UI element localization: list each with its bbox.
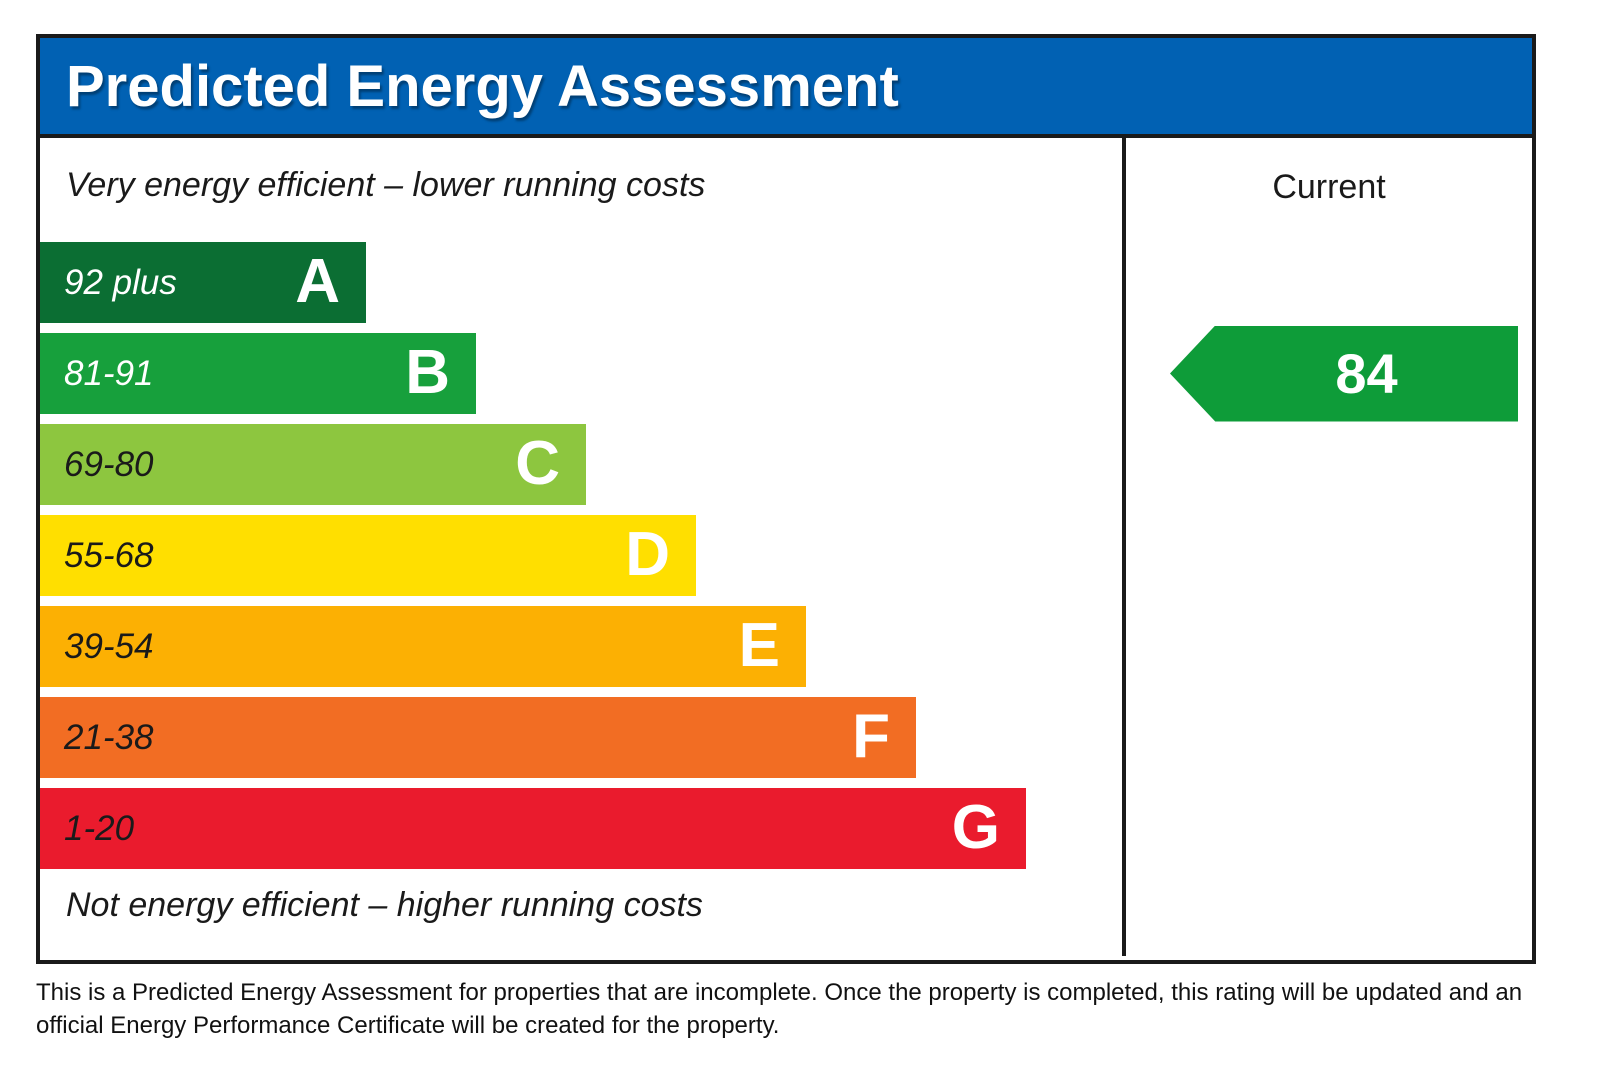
energy-assessment-certificate: Predicted Energy Assessment Very energy … [36,34,1536,964]
current-rating-arrow: 84 [1170,325,1518,422]
band-row-d: 55-68 D [40,515,696,596]
band-row-a: 92 plus A [40,242,366,323]
band-letter: G [951,792,1000,862]
footer-line-2: official Energy Performance Certificate … [36,1012,780,1039]
band-range-label: 69-80 [64,444,154,484]
band-letter: F [852,701,890,771]
band-range-label: 55-68 [64,535,154,575]
bottom-caption: Not energy efficient – higher running co… [66,886,703,924]
band-letter: B [405,337,450,407]
band-range-label: 1-20 [64,808,135,848]
band-row-e: 39-54 E [40,606,806,687]
band-range-label: 21-38 [64,717,154,757]
top-caption: Very energy efficient – lower running co… [66,166,706,204]
footer-line-1: This is a Predicted Energy Assessment fo… [36,979,1523,1006]
band-letter: A [295,246,340,316]
page-title: Predicted Energy Assessment [66,53,899,119]
current-rating-panel: Current 84 [1122,138,1532,956]
band-letter: D [625,519,670,589]
band-row-b: 81-91 B [40,333,476,414]
current-rating-value: 84 [1335,342,1398,405]
certificate-header: Predicted Energy Assessment [40,38,1532,138]
band-row-c: 69-80 C [40,424,586,505]
band-range-label: 39-54 [64,626,154,666]
band-row-f: 21-38 F [40,697,916,778]
band-letter: E [738,610,780,680]
certificate-body: Very energy efficient – lower running co… [40,138,1532,956]
band-row-g: 1-20 G [40,788,1026,869]
band-range-label: 81-91 [64,353,154,393]
rating-bands: 92 plus A 81-91 B 69-80 C 55-68 D 39-54 E 21-38 F 1-… [40,242,1122,879]
band-range-label: 92 plus [64,262,177,302]
footer-note: This is a Predicted Energy Assessment fo… [36,976,1556,1042]
current-column-header: Current [1272,168,1386,206]
band-letter: C [515,428,560,498]
rating-chart: Very energy efficient – lower running co… [40,138,1122,956]
